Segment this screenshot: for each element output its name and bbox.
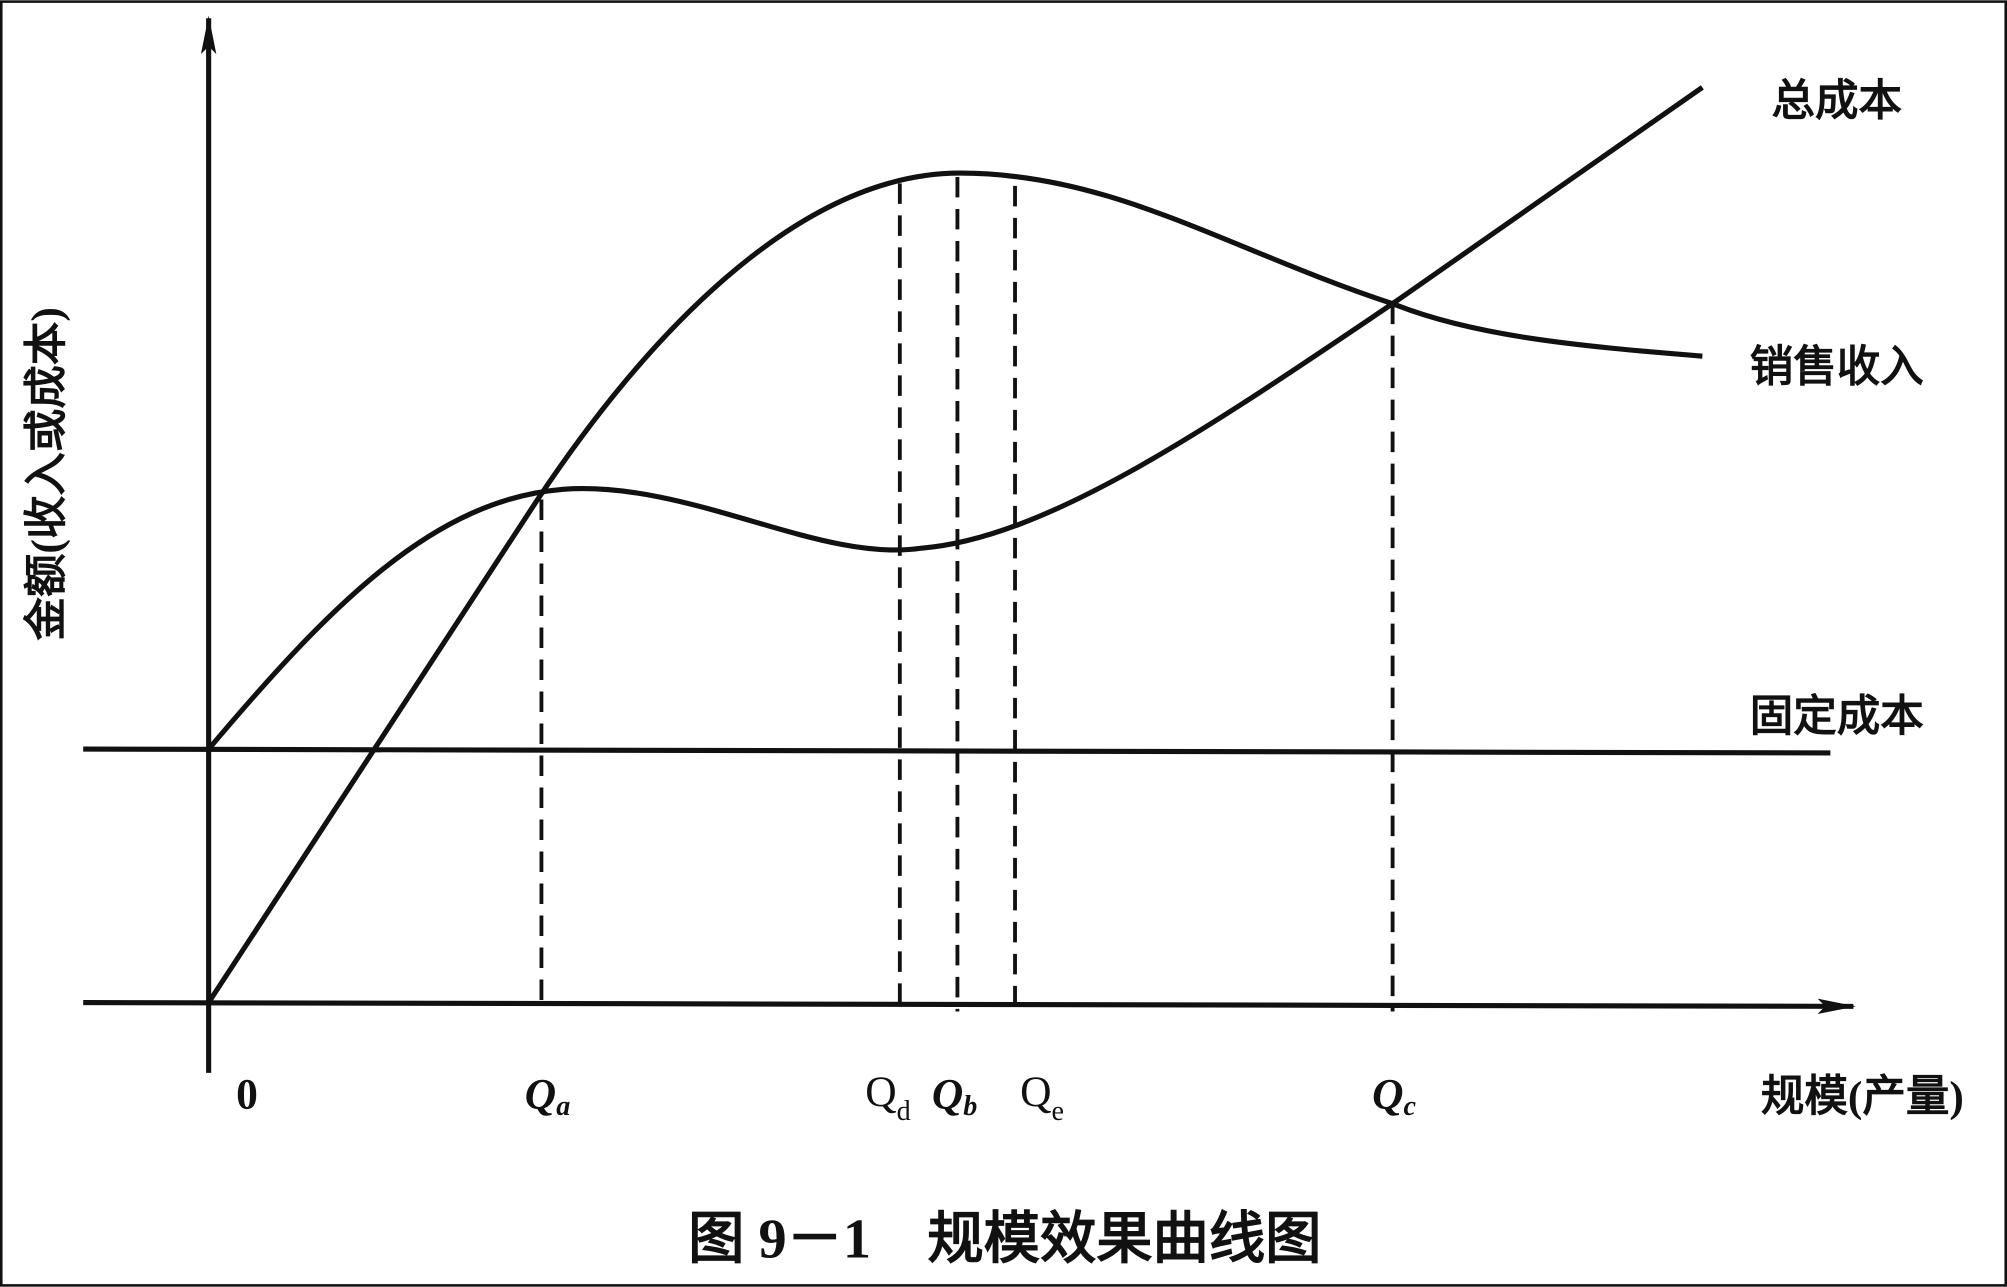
point-subscript: a <box>556 1091 570 1122</box>
curve-label: 总成本 <box>1772 77 1903 125</box>
point-letter: Q <box>1020 1068 1051 1116</box>
total-cost-curve <box>206 85 1704 751</box>
caption: 图 9－1 规模效果曲线图 <box>688 1207 1321 1270</box>
point-letter: Q <box>525 1071 556 1119</box>
curve-label: 固定成本 <box>1750 693 1924 741</box>
origin-label: 0 <box>236 1071 258 1119</box>
point-subscript: e <box>1052 1096 1065 1127</box>
x-axis-label: 规模(产量) <box>1761 1073 1964 1121</box>
point-label: Qa <box>525 1071 571 1123</box>
y-axis-label: 金额(收入或成本) <box>22 307 71 640</box>
point-label: Qb <box>932 1071 978 1123</box>
point-letter: Q <box>932 1071 963 1119</box>
curve-label: 销售收入 <box>1750 343 1924 391</box>
point-label: Qd <box>865 1068 911 1127</box>
point-letter: Q <box>865 1068 896 1116</box>
x-axis <box>83 998 1856 1014</box>
point-subscript: b <box>963 1091 977 1122</box>
point-label: Qe <box>1020 1068 1064 1127</box>
point-label: Qc <box>1372 1071 1416 1123</box>
point-subscript: c <box>1404 1091 1417 1122</box>
sales-revenue-curve <box>206 170 1703 1004</box>
point-subscript: d <box>897 1096 911 1127</box>
point-letter: Q <box>1372 1071 1403 1119</box>
